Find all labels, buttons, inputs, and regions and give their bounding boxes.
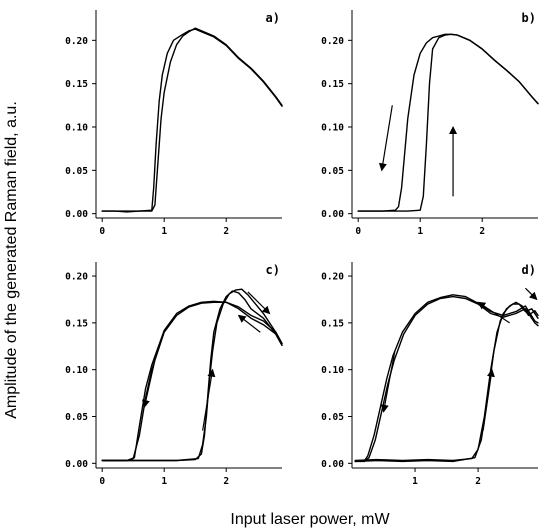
y-tick-label: 0.05 — [65, 166, 88, 177]
y-tick-label: 0.20 — [321, 272, 344, 283]
x-tick-label: 2 — [223, 226, 229, 237]
series-line-2 — [354, 295, 539, 463]
y-tick-label: 0.15 — [65, 79, 88, 90]
y-axis-title: Amplitude of the generated Raman field, … — [3, 101, 20, 419]
y-tick-label: 0.20 — [65, 36, 88, 47]
y-tick-label: 0.00 — [321, 209, 344, 220]
x-tick-label: 2 — [223, 476, 229, 487]
y-tick-label: 0.10 — [65, 365, 88, 376]
x-tick-label: 1 — [412, 476, 418, 487]
direction-arrow — [202, 368, 216, 431]
x-tick-label: 0 — [99, 476, 105, 487]
x-tick-label: 0 — [355, 226, 361, 237]
direction-arrow — [524, 287, 538, 301]
y-tick-label: 0.05 — [65, 412, 88, 423]
x-tick-label: 1 — [417, 226, 423, 237]
y-tick-label: 0.10 — [321, 123, 344, 134]
y-tick-label: 0.00 — [321, 459, 344, 470]
direction-arrow — [237, 314, 261, 333]
y-tick-label: 0.15 — [321, 318, 344, 329]
y-tick-label: 0.10 — [321, 365, 344, 376]
series-line-1 — [354, 294, 539, 463]
series-line-2 — [101, 28, 283, 212]
series-line-1 — [357, 33, 539, 212]
y-tick-label: 0.05 — [321, 166, 344, 177]
y-tick-label: 0.20 — [65, 272, 88, 283]
series-line-1 — [101, 301, 283, 462]
y-tick-label: 0.00 — [65, 459, 88, 470]
panel-label-c: c) — [266, 263, 280, 277]
direction-arrow — [380, 350, 396, 413]
series-line-2 — [101, 300, 283, 462]
y-tick-label: 0.15 — [321, 79, 344, 90]
y-tick-label: 0.15 — [65, 318, 88, 329]
series-line-4 — [354, 303, 539, 463]
panel-d: 0.00 0.05 0.10 0.15 0.20 1 2 d) — [321, 262, 539, 487]
series-line-2 — [357, 33, 539, 212]
x-tick-label: 2 — [475, 476, 481, 487]
x-tick-label: 1 — [161, 226, 167, 237]
panel-label-d: d) — [522, 263, 536, 277]
direction-arrow — [141, 360, 156, 409]
direction-arrow — [378, 105, 393, 172]
panel-a: 0.00 0.05 0.10 0.15 0.20 0 1 2 a) — [65, 10, 283, 237]
y-tick-label: 0.20 — [321, 36, 344, 47]
series-line-3 — [354, 301, 539, 462]
x-tick-label: 0 — [99, 226, 105, 237]
panel-c: 0.00 0.05 0.10 0.15 0.20 0 1 2 c) — [65, 262, 283, 487]
panel-label-a: a) — [266, 11, 280, 25]
x-axis-title: Input laser power, mW — [230, 511, 390, 528]
x-tick-label: 2 — [479, 226, 485, 237]
panel-label-b: b) — [522, 11, 536, 25]
direction-arrow — [482, 368, 495, 431]
y-tick-label: 0.05 — [321, 412, 344, 423]
y-tick-label: 0.00 — [65, 209, 88, 220]
direction-arrow — [247, 291, 271, 315]
x-tick-label: 1 — [161, 476, 167, 487]
series-line-3 — [101, 290, 283, 462]
series-line-1 — [101, 27, 283, 213]
direction-arrow — [477, 301, 510, 324]
series-line-4 — [101, 288, 283, 462]
panel-b: 0.00 0.05 0.10 0.15 0.20 0 1 2 b) — [321, 10, 539, 237]
y-tick-label: 0.10 — [65, 123, 88, 134]
